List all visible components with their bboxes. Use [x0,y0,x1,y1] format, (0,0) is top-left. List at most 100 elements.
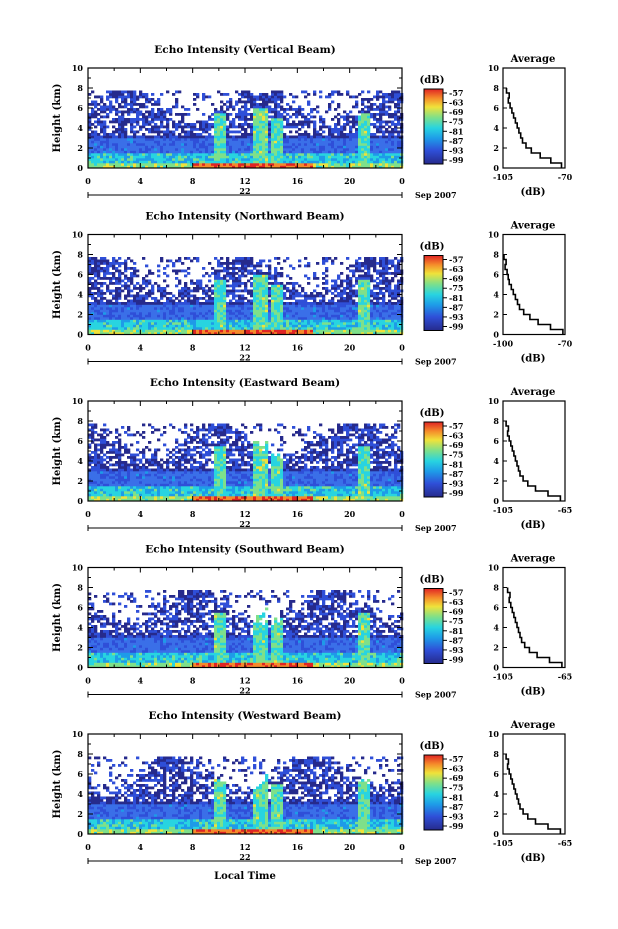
x-tick-label: 16 [292,509,304,519]
average-y-tick-label: 8 [493,749,499,759]
average-frame [502,733,566,835]
x-tick-label: 20 [344,343,356,353]
average-title: Average [510,387,556,398]
average-y-tick-label: 2 [493,476,499,486]
average-y-tick-label: 10 [488,63,500,73]
average-x-tick-label: -105 [493,172,513,182]
y-tick-label: 8 [77,749,83,759]
average-y-tick-label: 6 [493,103,499,113]
y-tick-label: 10 [72,396,84,406]
y-axis-label: Height (km) [52,750,63,819]
day-label: 22 [239,852,250,862]
colorbar-tick-label: -87 [449,469,463,479]
y-tick-label: 0 [77,163,83,173]
average-y-tick-label: 10 [488,396,500,406]
x-tick-label: 20 [344,509,356,519]
colorbar-tick-label: -81 [449,459,463,469]
y-tick-label: 4 [77,623,83,633]
y-tick-label: 8 [77,83,83,93]
colorbar-tick-label: -57 [449,588,463,598]
colorbar-tick-label: -69 [449,440,464,450]
panel-4: Echo Intensity (Westward Beam) 0 2 4 6 8 10 Hei… [52,710,572,882]
x-tick-label: 12 [239,343,250,353]
colorbar-tick-label: -99 [449,655,464,665]
y-axis-label: Height (km) [52,583,63,652]
x-tick-label: 8 [190,676,196,686]
y-tick-label: 10 [72,563,84,573]
colorbar-tick-label: -69 [449,607,464,617]
panel-title: Echo Intensity (Northward Beam) [145,211,344,223]
average-y-tick-label: 4 [493,623,499,633]
x-tick-label: 16 [292,343,304,353]
colorbar-tick-label: -57 [449,421,463,431]
y-axis-label: Height (km) [52,417,63,486]
average-profile-line [505,421,562,501]
x-tick-label: 16 [292,842,304,852]
x-tick-label: 8 [190,343,196,353]
x-tick-label: 0 [85,509,91,519]
average-y-tick-label: 2 [493,809,499,819]
colorbar-tick-label: -81 [449,626,463,636]
colorbar-tick-label: -81 [449,126,463,136]
average-frame [502,400,566,502]
average-title: Average [510,720,556,731]
colorbar-tick-label: -69 [449,274,464,284]
average-y-tick-label: 10 [488,563,500,573]
average-y-tick-label: 10 [488,230,500,240]
x-tick-label: 4 [138,842,144,852]
y-tick-label: 8 [77,583,83,593]
x-tick-label: 16 [292,676,304,686]
day-label: 22 [239,686,250,696]
x-axis-label: Local Time [214,871,276,882]
colorbar-unit: (dB) [420,242,445,253]
average-y-tick-label: 8 [493,583,499,593]
x-tick-label: 4 [138,343,144,353]
average-title: Average [510,54,556,65]
day-label: 22 [239,353,250,363]
y-tick-label: 8 [77,250,83,260]
average-y-tick-label: 4 [493,290,499,300]
x-tick-label: 0 [85,343,91,353]
colorbar-tick-label: -57 [449,88,463,98]
x-tick-label: 0 [399,842,405,852]
colorbar-unit: (dB) [420,575,445,586]
average-profile-line [503,254,564,335]
y-tick-label: 6 [77,603,83,613]
colorbar-tick-label: -75 [449,616,463,626]
average-y-tick-label: 0 [493,663,499,673]
average-frame [502,67,566,169]
y-tick-label: 2 [77,809,83,819]
average-x-tick-label: -65 [558,672,572,682]
colorbar-tick-label: -75 [449,117,463,127]
panel-3: Echo Intensity (Southward Beam) 0 2 4 6 8 10 He… [52,544,572,700]
x-tick-label: 0 [399,176,405,186]
month-label: Sep 2007 [415,523,457,533]
y-axis-label: Height (km) [52,84,63,153]
x-tick-label: 4 [138,176,144,186]
x-tick-label: 16 [292,176,304,186]
colorbar [423,255,444,331]
y-tick-label: 8 [77,416,83,426]
panel-title: Echo Intensity (Vertical Beam) [154,44,335,56]
heatmap-cells [88,423,404,502]
average-y-tick-label: 8 [493,416,499,426]
average-title: Average [510,554,556,565]
panel-title: Echo Intensity (Eastward Beam) [150,377,340,389]
y-tick-label: 2 [77,143,83,153]
x-tick-label: 12 [239,676,250,686]
y-tick-label: 0 [77,496,83,506]
y-tick-label: 2 [77,643,83,653]
colorbar-tick-label: -87 [449,136,463,146]
colorbar-unit: (dB) [420,741,445,752]
average-x-tick-label: -105 [493,505,513,515]
average-x-label: (dB) [521,687,546,698]
x-tick-label: 4 [138,509,144,519]
month-label: Sep 2007 [415,856,457,866]
y-tick-label: 4 [77,456,83,466]
average-x-tick-label: -105 [493,838,513,848]
heatmap-cells [88,756,404,835]
x-tick-label: 0 [399,509,405,519]
average-frame [502,233,566,336]
panel-title: Echo Intensity (Southward Beam) [145,544,344,556]
average-x-tick-label: -65 [558,505,572,515]
